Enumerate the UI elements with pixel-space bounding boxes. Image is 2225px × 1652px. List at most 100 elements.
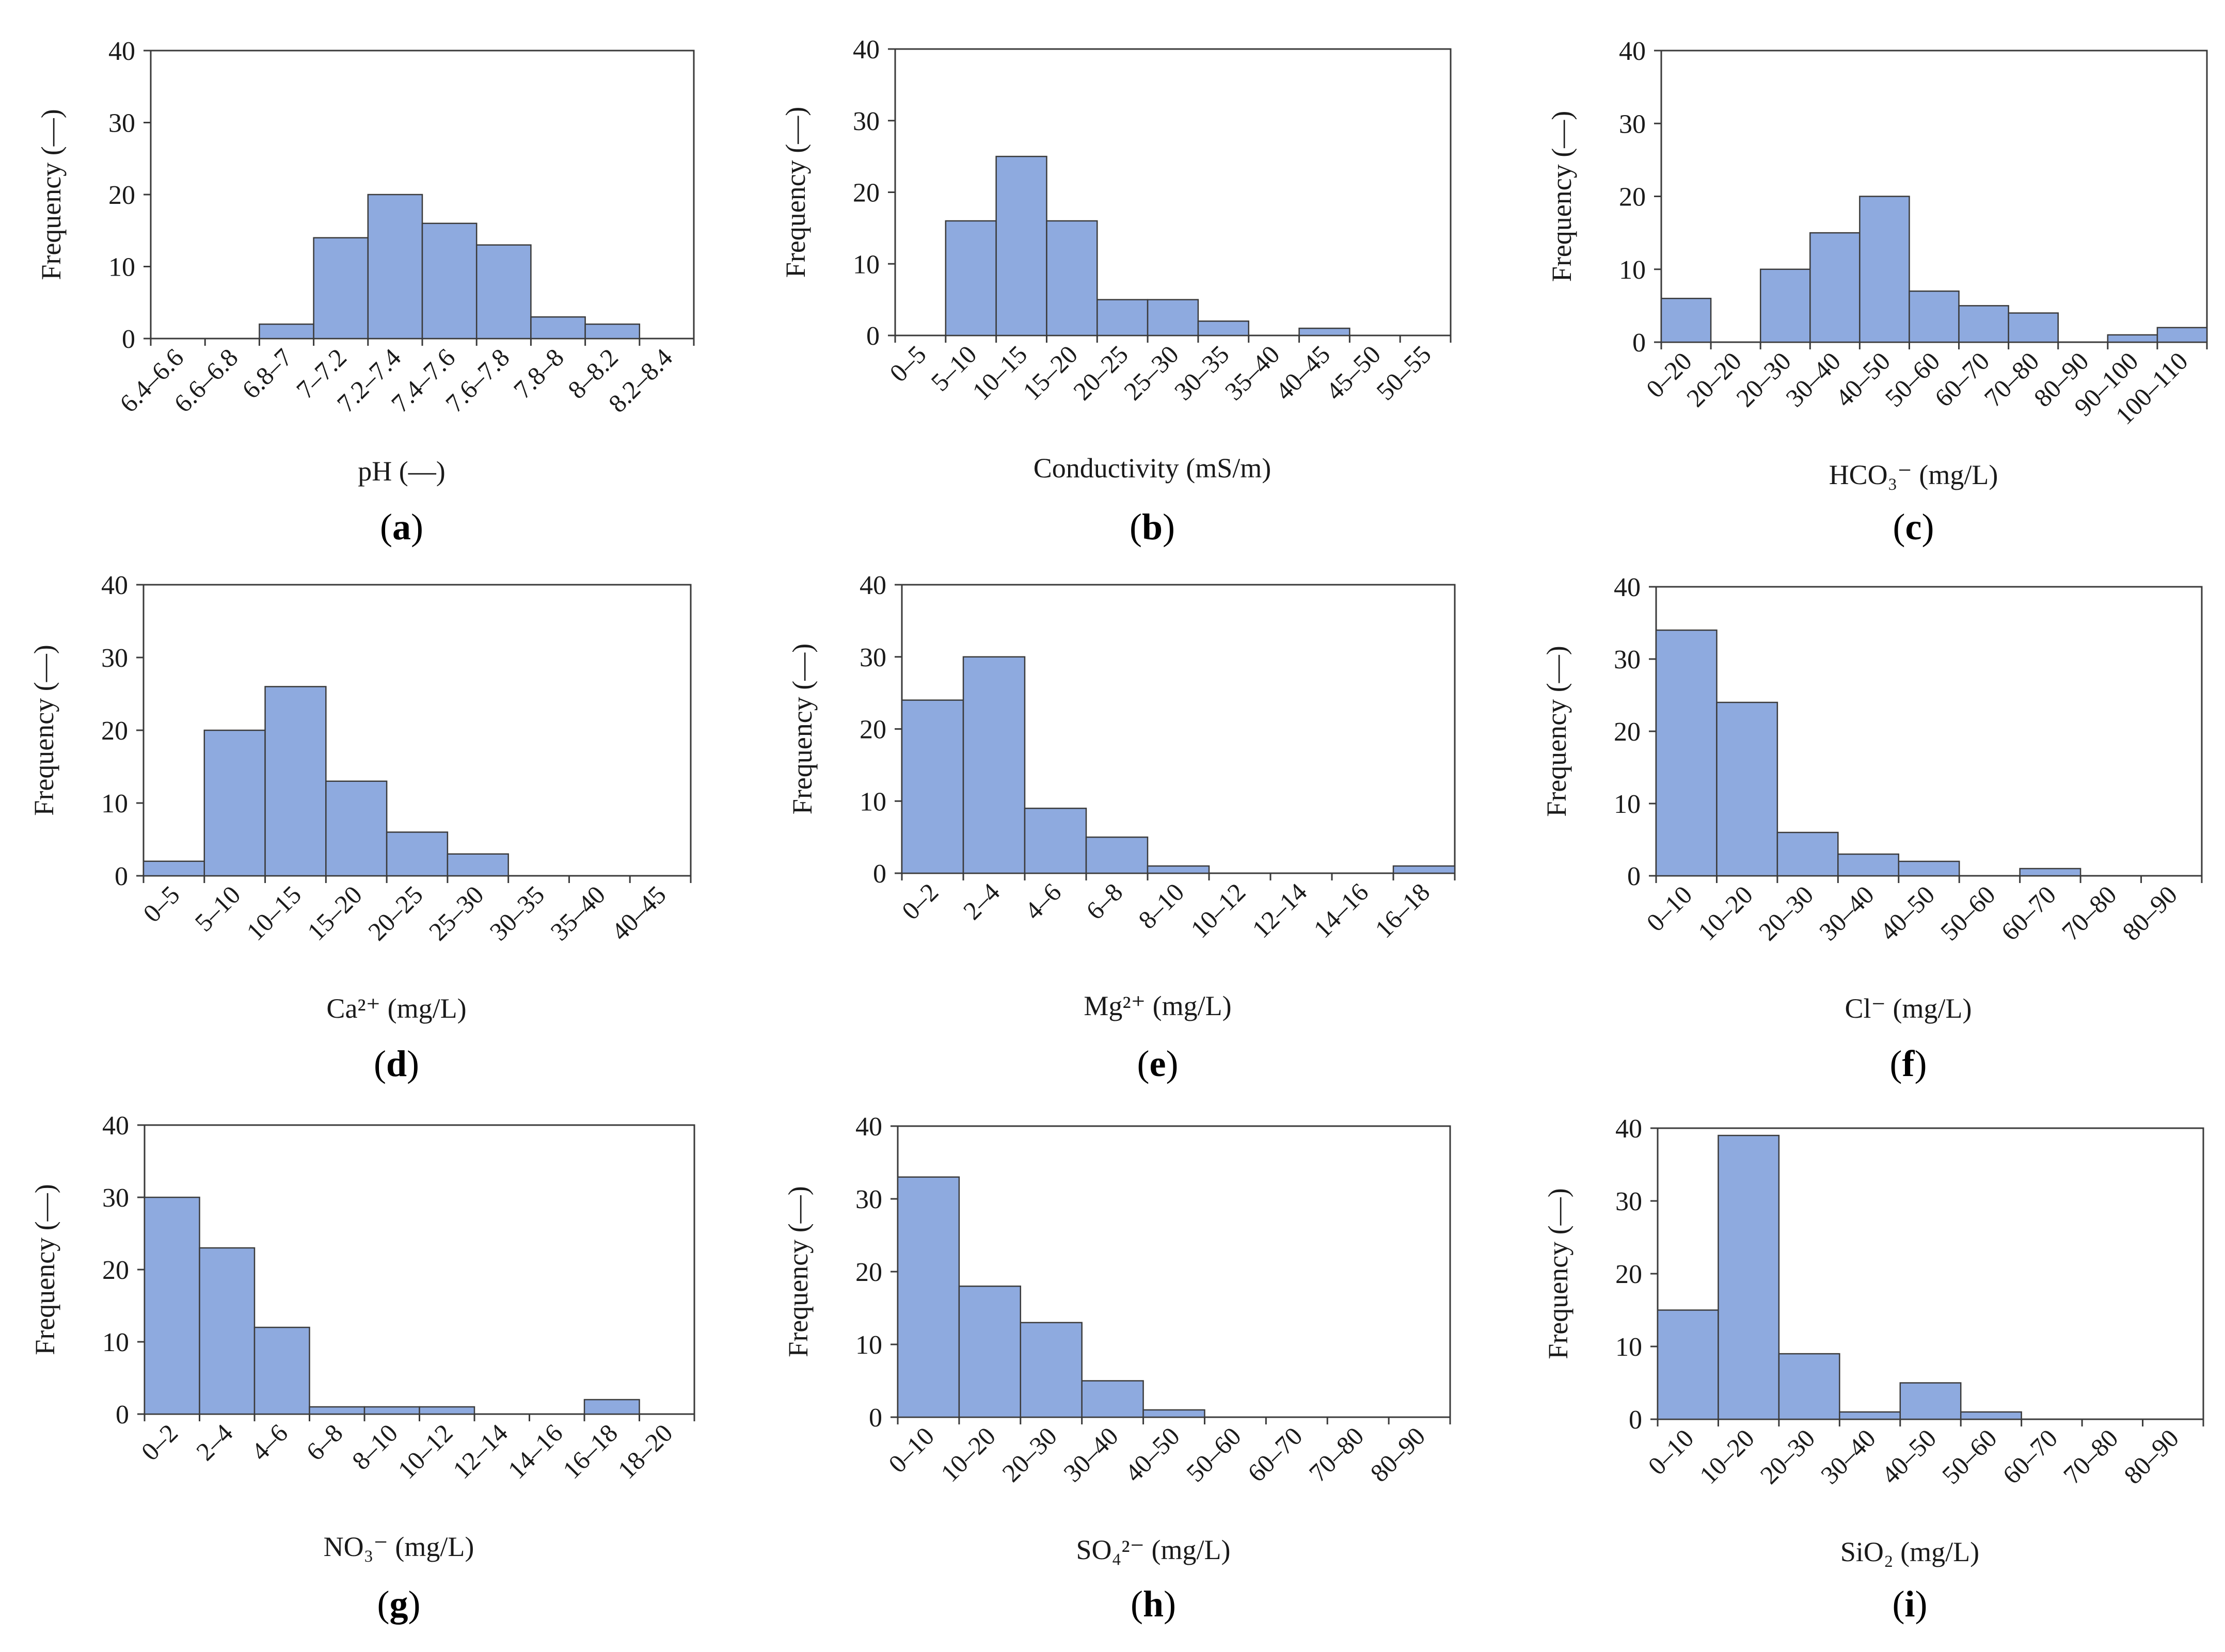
x-tick-label: 4–6 [245, 1418, 293, 1466]
y-tick-label: 10 [1615, 1333, 1642, 1362]
y-tick-label: 10 [853, 250, 880, 279]
y-axis-label: Frequency (—) [29, 1184, 60, 1355]
bar-40–50 [1142, 1409, 1205, 1418]
bar-20–25 [386, 831, 449, 877]
y-tick-label: 10 [855, 1330, 882, 1360]
bar-7.8–8 [530, 316, 586, 340]
bar-30–35 [1197, 320, 1249, 336]
x-tick-label: 20–25 [362, 880, 428, 946]
x-tick-label: 70–80 [1303, 1421, 1369, 1487]
bar-50–60 [1909, 290, 1960, 343]
panel-letter: h [1143, 1583, 1164, 1625]
x-tick-label: 40–45 [1269, 340, 1336, 406]
x-tick-label: 50–60 [1936, 1423, 2003, 1489]
x-tick-label: 0–10 [1641, 880, 1697, 937]
x-tick-label: 0–5 [137, 880, 185, 928]
x-tick-label: 40–45 [606, 880, 672, 946]
y-axis-label: Frequency (—) [36, 109, 67, 280]
bar-2–4 [199, 1247, 256, 1415]
x-axis-label: pH (—) [358, 456, 445, 487]
bar-16–18 [583, 1399, 640, 1415]
panel-e: 0 10 20 30 40 0–2 2–4 4–6 6–8 8–1010–1212–1414–16… [787, 571, 1456, 1084]
x-tick-label: 0–10 [883, 1421, 940, 1478]
bar-10–20 [1718, 1134, 1780, 1420]
x-tick-label: 20–25 [1068, 340, 1134, 406]
panel-label: (g) [377, 1583, 421, 1625]
x-tick-label: 70–80 [1978, 346, 2044, 412]
x-tick-label: 60–70 [1997, 1423, 2063, 1489]
bar-16–18 [1392, 865, 1456, 874]
y-axis-label: Frequency (—) [28, 645, 59, 815]
bar-90–100 [2107, 334, 2158, 343]
panel-letter: e [1150, 1043, 1166, 1084]
x-tick-label: 14–16 [1308, 877, 1374, 943]
bar-20–30 [1776, 831, 1839, 877]
y-tick-label: 10 [102, 1328, 129, 1357]
x-tick-label: 15–20 [301, 880, 368, 946]
y-tick-label: 0 [115, 862, 128, 891]
y-tick-label: 30 [860, 643, 886, 672]
y-tick-label: 0 [122, 325, 135, 354]
bar-0–10 [1655, 629, 1718, 877]
x-tick-label: 50–60 [1181, 1421, 1247, 1487]
x-tick-label: 40–50 [1830, 346, 1896, 412]
x-tick-label: 6.8–7 [236, 343, 298, 404]
y-tick-label: 20 [1615, 1260, 1642, 1289]
x-axis-label: NO₃⁻ (mg/L) [324, 1531, 474, 1562]
y-tick-label: 30 [1614, 645, 1641, 675]
x-tick-label: 10–20 [935, 1421, 1001, 1487]
bar-100–110 [2156, 327, 2208, 343]
panel-i: 0 10 20 30 40 0–1010–2020–3030–4040–5050–6060… [1543, 1114, 2204, 1625]
bar-4–6 [253, 1326, 310, 1415]
y-tick-label: 0 [1627, 862, 1641, 891]
bar-30–40 [1839, 1411, 1901, 1420]
bar-25–30 [447, 853, 509, 877]
x-tick-label: 14–16 [502, 1418, 568, 1484]
x-tick-label: 0–2 [896, 877, 944, 925]
x-tick-label: 16–18 [1369, 877, 1435, 943]
x-tick-label: 10–20 [1692, 880, 1758, 946]
y-tick-label: 20 [102, 1256, 129, 1285]
x-axis-label: SiO₂ (mg/L) [1840, 1536, 1979, 1567]
bar-60–70 [2019, 868, 2081, 877]
panel-b: 0102030400–55–1010–1515–2020–2525–3030–3… [780, 35, 1452, 548]
panel-letter: d [386, 1043, 407, 1084]
bar-20–25 [1096, 299, 1149, 336]
y-tick-label: 30 [855, 1185, 882, 1214]
bar-0–20 [1660, 298, 1712, 343]
y-axis-label: Frequency (—) [1546, 111, 1577, 282]
x-tick-label: 16–18 [557, 1418, 623, 1484]
y-tick-label: 0 [1629, 1405, 1642, 1435]
y-tick-label: 10 [108, 253, 135, 282]
x-tick-label: 50–60 [1935, 880, 2001, 946]
bar-4–6 [1024, 807, 1087, 874]
bar-20–30 [1778, 1353, 1840, 1420]
bar-7.2–7.4 [367, 194, 423, 340]
x-tick-label: 10–20 [1694, 1423, 1760, 1489]
y-tick-label: 0 [869, 1403, 882, 1433]
panel-label: (e) [1137, 1043, 1179, 1084]
x-tick-label: 80–90 [1364, 1421, 1431, 1487]
y-tick-label: 40 [101, 571, 128, 600]
bar-10–20 [1716, 701, 1778, 877]
x-tick-label: 80–90 [2118, 1423, 2184, 1489]
panel-letter: a [392, 506, 411, 548]
y-tick-label: 40 [102, 1111, 129, 1141]
x-tick-label: 25–30 [1118, 340, 1184, 406]
y-tick-label: 40 [855, 1112, 882, 1142]
x-tick-label: 6–8 [1080, 877, 1129, 925]
x-tick-label: 25–30 [423, 880, 489, 946]
panel-label: (f) [1890, 1043, 1927, 1084]
y-tick-label: 0 [116, 1400, 129, 1430]
bar-0–2 [144, 1196, 200, 1415]
panel-letter: i [1904, 1583, 1915, 1625]
x-tick-label: 40–50 [1874, 880, 1940, 946]
y-tick-label: 20 [1614, 717, 1641, 747]
bar-8–10 [363, 1406, 420, 1415]
x-tick-label: 7.8–8 [508, 343, 569, 404]
bar-2–4 [962, 656, 1026, 874]
y-axis-label: Frequency (—) [787, 644, 818, 814]
x-tick-label: 2–4 [958, 877, 1006, 925]
